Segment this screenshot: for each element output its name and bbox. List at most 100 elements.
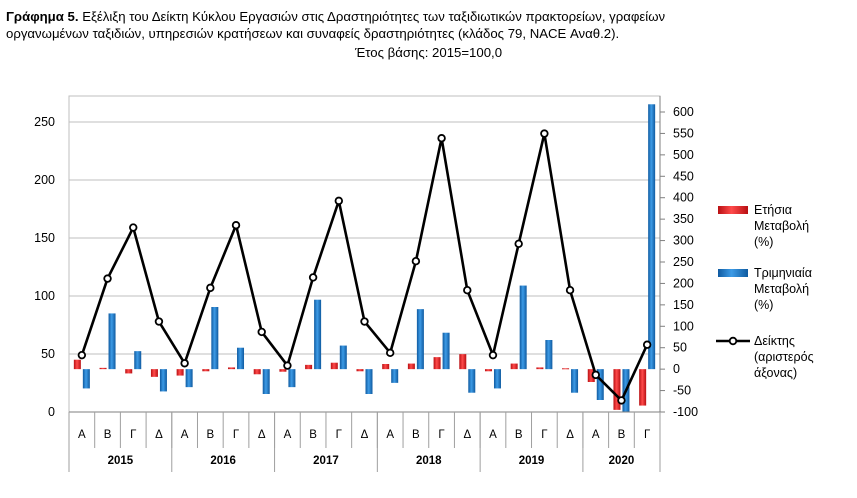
left-tick-label: 100 bbox=[34, 289, 55, 303]
quarter-label: Α bbox=[592, 429, 600, 441]
legend-line: Δείκτης bbox=[754, 334, 795, 348]
index-point bbox=[463, 286, 472, 295]
bar-annual-change bbox=[253, 369, 261, 375]
quarter-label: Γ bbox=[541, 429, 548, 441]
caption-line-2: οργανωμένων ταξιδιών, υπηρεσιών κρατήσεω… bbox=[6, 26, 620, 41]
bar-quarterly-change bbox=[365, 369, 373, 394]
legend-label-index: Δείκτης (αριστερός άξονας) bbox=[754, 334, 814, 380]
left-tick-label: 250 bbox=[34, 115, 55, 129]
bar-quarterly-change bbox=[571, 369, 579, 393]
bar-quarterly-change bbox=[442, 332, 450, 370]
bar-quarterly-change bbox=[108, 313, 116, 370]
bars bbox=[73, 104, 656, 412]
index-point bbox=[103, 274, 112, 283]
quarter-label: Β bbox=[206, 429, 214, 441]
index-point bbox=[385, 348, 395, 358]
year-label: 2019 bbox=[519, 455, 545, 467]
index-point bbox=[360, 317, 369, 326]
right-tick-label: 550 bbox=[673, 126, 694, 140]
right-tick-label: 350 bbox=[673, 212, 694, 226]
year-label: 2020 bbox=[609, 455, 635, 467]
bar-quarterly-change bbox=[134, 351, 142, 370]
bar-annual-change bbox=[433, 357, 441, 370]
bar-quarterly-change bbox=[545, 340, 553, 370]
left-tick-label: 150 bbox=[34, 231, 55, 245]
quarter-label: Δ bbox=[258, 429, 266, 441]
bar-annual-change bbox=[150, 369, 158, 377]
right-tick-label: 250 bbox=[673, 255, 694, 269]
bar-annual-change bbox=[587, 369, 595, 382]
quarter-label: Α bbox=[489, 429, 497, 441]
quarter-label: Β bbox=[618, 429, 626, 441]
year-label: 2018 bbox=[416, 455, 442, 467]
quarter-label: Β bbox=[412, 429, 420, 441]
legend-line: Μεταβολή bbox=[754, 219, 809, 233]
index-point bbox=[488, 350, 498, 360]
quarter-label: Β bbox=[515, 429, 523, 441]
bar-quarterly-change bbox=[339, 345, 347, 370]
bar-quarterly-change bbox=[519, 285, 527, 370]
bar-annual-change bbox=[484, 369, 492, 372]
legend-swatch-quarterly bbox=[718, 269, 748, 277]
index-point bbox=[206, 283, 215, 293]
left-tick-label: 0 bbox=[48, 405, 55, 419]
bar-annual-change bbox=[639, 369, 647, 406]
index-point bbox=[257, 327, 266, 337]
legend-label-quarterly: Τριμηνιαία Μεταβολή (%) bbox=[754, 266, 812, 312]
bar-annual-change bbox=[613, 369, 621, 410]
index-point bbox=[77, 350, 87, 360]
right-tick-label: -50 bbox=[673, 384, 691, 398]
bar-annual-change bbox=[99, 367, 107, 370]
bar-annual-change bbox=[562, 368, 570, 370]
legend-line: (%) bbox=[754, 298, 773, 312]
left-tick-label: 50 bbox=[41, 347, 55, 361]
bar-quarterly-change bbox=[493, 369, 501, 389]
index-point bbox=[642, 340, 652, 349]
bar-annual-change bbox=[536, 367, 544, 370]
gridlines bbox=[68, 95, 661, 413]
index-point bbox=[231, 221, 241, 230]
plot-frame bbox=[68, 95, 661, 413]
right-tick-label: 100 bbox=[673, 319, 694, 333]
legend: Ετήσια Μεταβολή (%) Τριμηνιαία Μεταβολή (%) Δε… bbox=[716, 203, 814, 380]
bar-annual-change bbox=[407, 363, 415, 370]
bar-quarterly-change bbox=[211, 307, 219, 370]
index-point bbox=[283, 361, 292, 370]
index-point bbox=[334, 196, 344, 206]
bar-annual-change bbox=[356, 369, 364, 372]
legend-line: άξονας) bbox=[754, 366, 797, 380]
legend-line: Ετήσια bbox=[754, 203, 792, 217]
bar-annual-change bbox=[73, 359, 81, 370]
quarter-label: Δ bbox=[566, 429, 574, 441]
quarter-label: Γ bbox=[336, 429, 343, 441]
caption-base-year: Έτος βάσης: 2015=100,0 bbox=[354, 45, 503, 60]
year-label: 2016 bbox=[210, 455, 236, 467]
bar-quarterly-change bbox=[416, 309, 424, 370]
index-point bbox=[308, 273, 318, 282]
legend-label-annual: Ετήσια Μεταβολή (%) bbox=[754, 203, 809, 249]
left-tick-label: 200 bbox=[34, 173, 55, 187]
bar-annual-change bbox=[176, 369, 184, 376]
bar-quarterly-change bbox=[82, 369, 90, 389]
index-point bbox=[411, 257, 421, 266]
index-point bbox=[591, 370, 600, 380]
bar-annual-change bbox=[510, 363, 518, 370]
legend-swatch-index-marker bbox=[728, 336, 738, 346]
legend-line: (αριστερός bbox=[754, 350, 814, 364]
quarter-label: Γ bbox=[644, 429, 651, 441]
index-point bbox=[514, 239, 523, 248]
axes: 0 50 100 150 200 250 -100 -50 0 50 100 150 200 250 300… bbox=[34, 96, 698, 472]
bar-annual-change bbox=[279, 369, 287, 372]
bar-annual-change bbox=[125, 369, 133, 374]
bar-annual-change bbox=[305, 364, 313, 370]
index-line-path bbox=[80, 132, 649, 402]
right-tick-label: 150 bbox=[673, 298, 694, 312]
bar-annual-change bbox=[228, 367, 236, 370]
bar-annual-change bbox=[459, 354, 467, 370]
right-tick-label: 500 bbox=[673, 148, 694, 162]
bar-quarterly-change bbox=[648, 104, 656, 370]
quarter-label: Γ bbox=[130, 429, 137, 441]
quarter-label: Α bbox=[78, 429, 86, 441]
quarter-label: Δ bbox=[463, 429, 471, 441]
bar-quarterly-change bbox=[159, 369, 167, 392]
